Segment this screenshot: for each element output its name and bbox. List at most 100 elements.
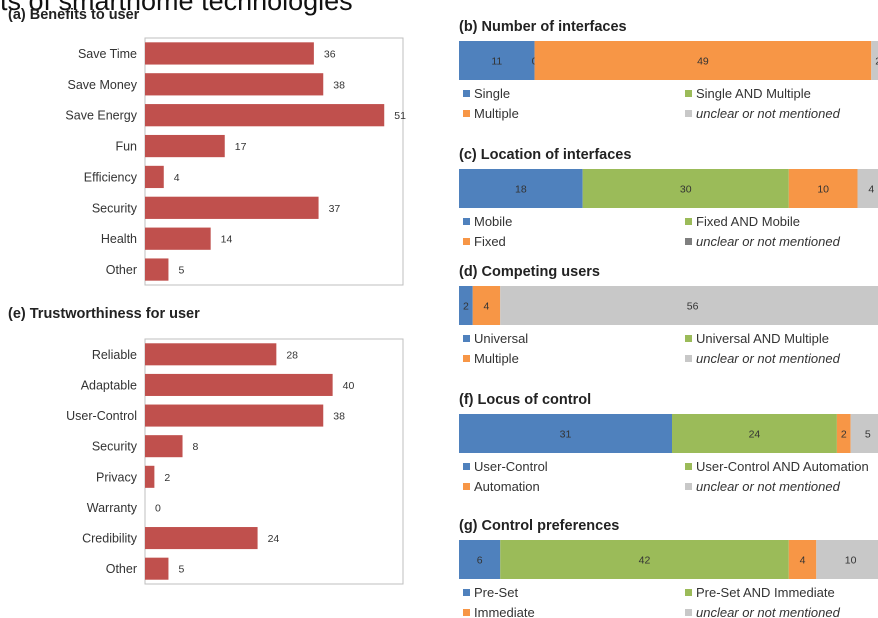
f-chart-title: (f) Locus of control [459, 392, 591, 408]
c-segment-label: 10 [817, 184, 829, 196]
e-category-label: Warranty [87, 501, 138, 515]
a-category-label: Health [101, 232, 137, 246]
b-segment [459, 41, 535, 80]
e-value-label: 28 [286, 349, 298, 361]
g-legend-label: unclear or not mentioned [696, 605, 841, 618]
a-bar [145, 258, 169, 281]
b-legend-swatch [463, 90, 470, 97]
f-segment [850, 414, 878, 453]
g-segment [459, 540, 501, 579]
a-value-label: 4 [174, 172, 180, 184]
a-bar [145, 227, 211, 250]
c-legend-swatch [685, 238, 692, 245]
c-chart-title: (c) Location of interfaces [459, 147, 631, 163]
b-segment [534, 41, 872, 80]
a-value-label: 14 [221, 234, 233, 246]
c-legend-label: unclear or not mentioned [696, 234, 841, 249]
f-segment-label: 2 [841, 429, 847, 441]
a-value-label: 36 [324, 48, 336, 60]
g-legend-label: Pre-Set [474, 585, 518, 600]
e-category-label: Reliable [92, 348, 137, 362]
d-segment-label: 2 [463, 301, 469, 313]
b-segment-label: 49 [697, 56, 709, 68]
d-legend-swatch [685, 335, 692, 342]
a-value-label: 38 [333, 79, 345, 91]
f-legend-swatch [685, 463, 692, 470]
a-bar [145, 134, 225, 158]
b-chart-title: (b) Number of interfaces [459, 19, 627, 35]
c-segment [582, 169, 789, 208]
g-segment-label: 4 [800, 555, 806, 567]
e-plot-frame [144, 338, 404, 585]
f-segment-label: 5 [865, 429, 871, 441]
b-legend-label: Multiple [474, 106, 519, 121]
e-category-label: User-Control [66, 409, 137, 423]
a-chart-title: (a) Benefits to user [8, 7, 140, 23]
g-legend-swatch [463, 609, 470, 616]
a-bar [145, 196, 319, 219]
a-bar [145, 165, 164, 189]
a-bar [145, 104, 385, 127]
f-legend-label: Automation [474, 479, 540, 494]
e-category-label: Other [106, 562, 137, 576]
a-category-label: Other [106, 263, 137, 277]
a-category-label: Save Energy [65, 109, 137, 123]
e-value-label: 0 [155, 502, 161, 514]
g-legend-label: Pre-Set AND Immediate [696, 585, 835, 600]
c-legend-swatch [463, 238, 470, 245]
g-legend-swatch [685, 609, 692, 616]
d-segment-label: 56 [687, 301, 699, 313]
d-legend-label: Multiple [474, 351, 519, 366]
e-value-label: 5 [178, 564, 184, 576]
a-value-label: 17 [235, 141, 247, 153]
a-category-label: Security [92, 201, 138, 215]
page-title: ts of smarthome technologies [0, 0, 353, 16]
e-bar [145, 557, 169, 580]
d-legend-swatch [685, 355, 692, 362]
a-category-label: Fun [115, 140, 137, 154]
e-chart-title: (e) Trustworthiness for user [8, 306, 200, 322]
c-segment-label: 4 [868, 184, 874, 196]
d-segment [500, 286, 878, 325]
d-legend-swatch [463, 355, 470, 362]
a-value-label: 37 [329, 203, 341, 215]
b-segment-label: 2 [875, 56, 878, 68]
g-segment-label: 10 [845, 555, 857, 567]
e-value-label: 24 [268, 533, 280, 545]
f-segment [672, 414, 837, 453]
c-segment [857, 169, 878, 208]
g-legend-swatch [685, 589, 692, 596]
f-segment-label: 31 [560, 429, 572, 441]
f-legend-swatch [463, 463, 470, 470]
f-legend-label: User-Control [474, 459, 548, 474]
d-segment [472, 286, 501, 325]
b-segment-label: 11 [491, 56, 502, 68]
b-legend-label: unclear or not mentioned [696, 106, 841, 121]
b-legend-swatch [685, 90, 692, 97]
f-segment-label: 24 [749, 429, 761, 441]
d-legend-label: unclear or not mentioned [696, 351, 841, 366]
g-legend-label: Immediate [474, 605, 535, 618]
f-legend-swatch [685, 483, 692, 490]
g-segment [500, 540, 789, 579]
g-chart-title: (g) Control preferences [459, 518, 619, 534]
e-value-label: 8 [193, 441, 199, 453]
d-legend-swatch [463, 335, 470, 342]
e-bar [145, 527, 258, 550]
e-category-label: Adaptable [81, 378, 137, 392]
c-segment-label: 30 [680, 184, 692, 196]
b-legend-swatch [463, 110, 470, 117]
e-bar [145, 435, 183, 458]
a-category-label: Efficiency [84, 170, 138, 184]
f-segment [459, 414, 672, 453]
g-segment-label: 6 [477, 555, 483, 567]
d-legend-label: Universal AND Multiple [696, 331, 829, 346]
b-legend-label: Single AND Multiple [696, 86, 811, 101]
c-segment [459, 169, 583, 208]
g-segment [816, 540, 878, 579]
c-legend-label: Fixed [474, 234, 506, 249]
b-legend-label: Single [474, 86, 510, 101]
a-value-label: 5 [178, 265, 184, 277]
f-segment [836, 414, 851, 453]
